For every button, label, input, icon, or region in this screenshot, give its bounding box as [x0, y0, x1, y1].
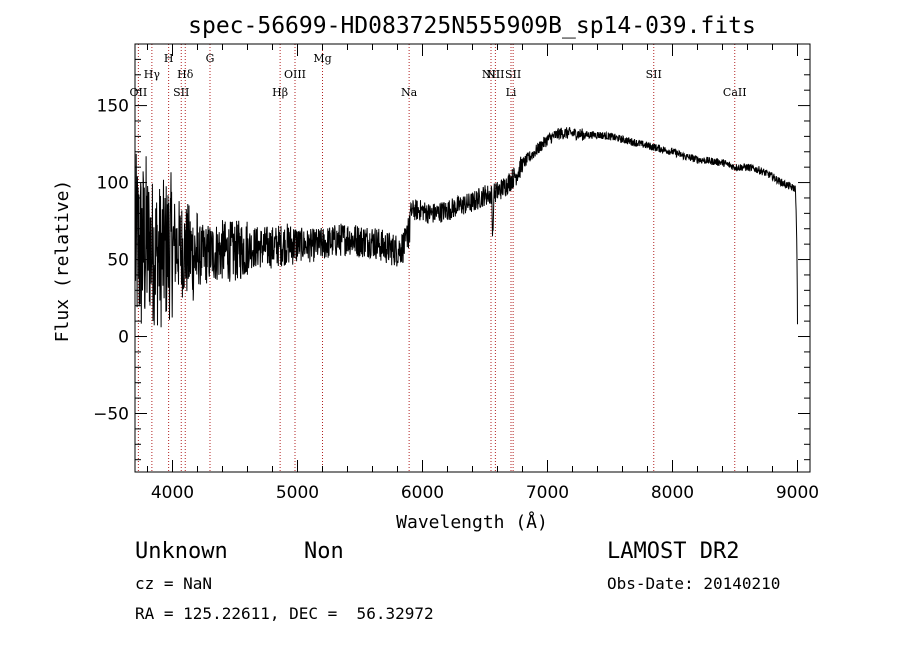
y-axis-label: Flux (relative) — [52, 180, 73, 343]
y-tick-label: −50 — [93, 404, 129, 424]
x-tick-label: 9000 — [776, 483, 819, 503]
line-label: SII — [173, 86, 189, 99]
chart-title: spec-56699-HD083725N555909B_sp14-039.fit… — [188, 13, 756, 39]
x-tick-label: 6000 — [401, 483, 444, 503]
y-tick-label: 150 — [97, 97, 129, 117]
line-label: CaII — [723, 86, 747, 99]
line-label: NII — [486, 68, 504, 81]
line-label: Hγ — [144, 68, 161, 81]
spectrum-line — [134, 127, 798, 328]
line-label: Hβ — [272, 86, 288, 99]
line-label: H — [164, 52, 174, 65]
x-tick-label: 5000 — [276, 483, 319, 503]
y-tick-label: 50 — [107, 251, 129, 271]
observation-date: Obs-Date: 20140210 — [607, 574, 781, 593]
line-label: OII — [130, 86, 148, 99]
x-tick-label: 4000 — [151, 483, 194, 503]
line-label: Mg — [313, 52, 331, 65]
y-axis: −50 0 50 100 150 — [93, 58, 810, 461]
line-label: NII — [482, 68, 500, 81]
line-label: Na — [401, 86, 418, 99]
line-label: OIII — [284, 68, 306, 81]
survey-name: LAMOST DR2 — [607, 539, 740, 564]
x-tick-label: 8000 — [651, 483, 694, 503]
x-axis-label: Wavelength (Å) — [396, 511, 548, 533]
x-tick-label: 7000 — [526, 483, 569, 503]
object-subclass: Non — [304, 539, 344, 564]
x-axis: 4000 5000 6000 7000 8000 9000 — [147, 44, 819, 503]
line-label: SII — [646, 68, 662, 81]
line-label: SII — [505, 68, 521, 81]
redshift-cz: cz = NaN — [135, 574, 213, 593]
y-tick-label: 100 — [97, 174, 129, 194]
line-label: G — [206, 52, 215, 65]
object-class: Unknown — [135, 539, 228, 564]
ra-dec: RA = 125.22611, DEC = 56.32972 — [135, 604, 434, 623]
spectrum-series — [134, 127, 798, 328]
y-tick-label: 0 — [118, 328, 129, 348]
line-label: Hδ — [177, 68, 194, 81]
line-label: Li — [506, 86, 517, 99]
